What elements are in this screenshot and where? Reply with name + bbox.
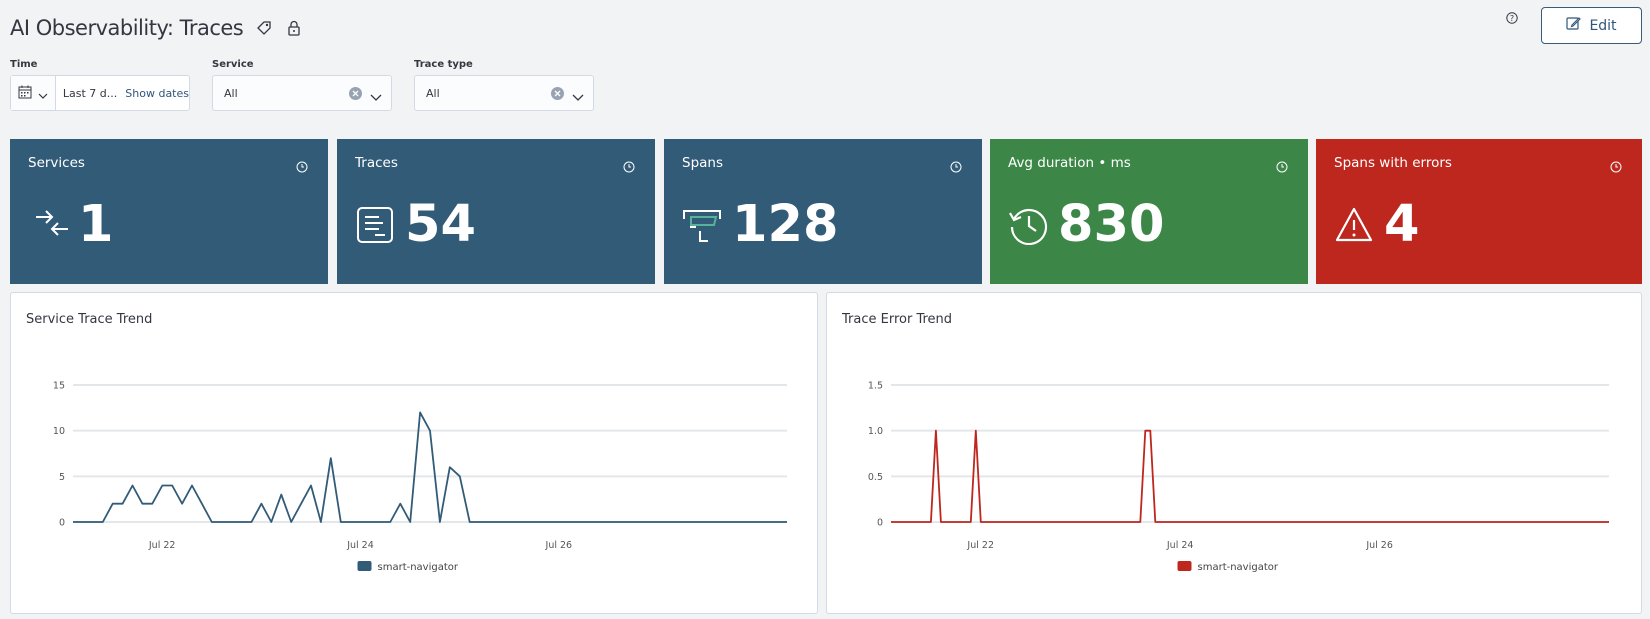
trace-type-select-value: All (426, 86, 440, 100)
series-line (891, 429, 1609, 523)
kpi-title: Services (28, 155, 85, 171)
panel-title: Trace Error Trend (842, 312, 953, 327)
panel-title: Service Trace Trend (26, 312, 153, 327)
clock-icon (623, 158, 635, 173)
clock-icon (1610, 158, 1622, 173)
arrows-converge-icon (32, 205, 72, 245)
service-select-value: All (224, 86, 238, 100)
legend-swatch[interactable] (357, 561, 372, 571)
clear-icon[interactable] (349, 87, 362, 100)
y-tick-label: 0 (59, 518, 65, 529)
y-tick-label: 1.5 (868, 381, 883, 392)
x-tick-label: Jul 26 (545, 540, 573, 551)
series-line (73, 411, 787, 523)
page-title: AI Observability: Traces (10, 16, 244, 40)
clock-icon (1276, 158, 1288, 173)
kpi-value: 830 (1058, 195, 1165, 254)
kpi-value: 128 (732, 195, 839, 254)
trace-error-trend-panel: Trace Error Trend 0 0.5 1.0 1.5 Jul 22 Jul 24… (826, 292, 1642, 614)
kpi-avg-duration: Avg duration • ms 830 (990, 139, 1308, 284)
kpi-spans-with-errors: Spans with errors 4 (1316, 139, 1642, 284)
x-tick-label: Jul 24 (346, 540, 374, 551)
span-bracket-icon (682, 205, 722, 245)
tag-icon[interactable] (255, 19, 273, 37)
show-dates-link[interactable]: Show dates (125, 86, 189, 100)
service-select[interactable]: All (212, 75, 392, 111)
chevron-down-icon[interactable] (370, 91, 382, 104)
clock-icon (296, 158, 308, 173)
warning-triangle-icon (1334, 205, 1374, 245)
legend-swatch[interactable] (1177, 561, 1192, 571)
chevron-down-icon (38, 84, 48, 103)
y-tick-label: 0.5 (868, 472, 883, 483)
trace-error-trend-chart: 0 0.5 1.0 1.5 Jul 22 Jul 24 Jul 26 smart-naviga… (868, 381, 1609, 573)
calendar-icon (18, 84, 32, 103)
time-picker: Last 7 d... Show dates (10, 75, 190, 111)
x-tick-label: Jul 22 (966, 540, 994, 551)
kpi-value: 54 (405, 195, 476, 254)
edit-icon (1566, 16, 1582, 35)
quick-select-button[interactable] (11, 76, 56, 110)
kpi-title: Spans with errors (1334, 155, 1452, 171)
kpi-spans: Spans 128 (664, 139, 982, 284)
edit-button[interactable]: Edit (1541, 7, 1642, 44)
kpi-title: Traces (355, 155, 398, 171)
document-lines-icon (355, 205, 395, 245)
kpi-title: Spans (682, 155, 724, 171)
legend-label[interactable]: smart-navigator (378, 562, 459, 573)
kpi-services: Services 1 (10, 139, 328, 284)
svg-text:?: ? (1510, 14, 1514, 23)
x-tick-label: Jul 26 (1365, 540, 1393, 551)
lock-icon[interactable] (285, 19, 303, 37)
service-label: Service (212, 59, 254, 70)
y-tick-label: 10 (53, 426, 65, 437)
service-trace-trend-panel: Service Trace Trend 0 5 10 15 Jul 22 Jul 24 Ju… (10, 292, 818, 614)
help-icon[interactable]: ? (1506, 9, 1518, 24)
clear-icon[interactable] (551, 87, 564, 100)
trace-type-label: Trace type (414, 59, 473, 70)
edit-label: Edit (1589, 17, 1617, 34)
clock-icon (950, 158, 962, 173)
time-label: Time (10, 59, 38, 70)
kpi-title: Avg duration • ms (1008, 155, 1131, 171)
y-tick-label: 15 (53, 381, 65, 392)
kpi-value: 1 (78, 195, 114, 254)
x-tick-label: Jul 22 (148, 540, 176, 551)
y-tick-label: 1.0 (868, 426, 883, 437)
time-range-value[interactable]: Last 7 d... (62, 86, 118, 100)
x-tick-label: Jul 24 (1166, 540, 1194, 551)
trace-type-select[interactable]: All (414, 75, 594, 111)
y-tick-label: 5 (59, 472, 65, 483)
kpi-traces: Traces 54 (337, 139, 655, 284)
history-clock-icon (1008, 205, 1048, 246)
y-tick-label: 0 (877, 518, 883, 529)
service-trace-trend-chart: 0 5 10 15 Jul 22 Jul 24 Jul 26 smart-navigator (53, 381, 787, 573)
chevron-down-icon[interactable] (572, 91, 584, 104)
kpi-value: 4 (1384, 195, 1420, 254)
legend-label[interactable]: smart-navigator (1198, 562, 1279, 573)
page-header: AI Observability: Traces (10, 10, 303, 46)
